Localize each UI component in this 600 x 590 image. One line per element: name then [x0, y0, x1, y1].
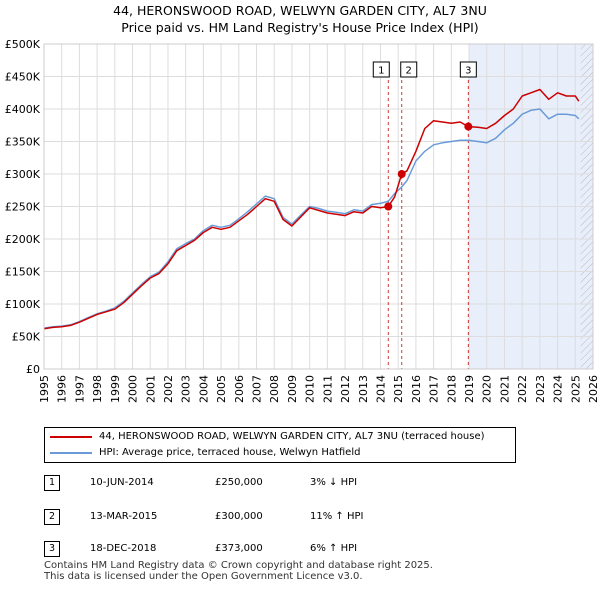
y-tick-label: £150K — [5, 266, 41, 279]
x-tick-label: 2017 — [428, 375, 441, 403]
x-tick-label: 1997 — [73, 375, 86, 403]
x-tick-label: 2002 — [162, 375, 175, 403]
x-tick-label: 2021 — [498, 375, 511, 403]
y-tick-label: £400K — [5, 103, 41, 116]
transaction-number: 2 — [44, 509, 60, 525]
price-chart: 1 2 3 £0 £50K £100K £150K £200K £250K £300K £350K… — [5, 38, 600, 403]
legend-blue-swatch — [50, 452, 92, 454]
transaction-date: 13-MAR-2015 — [90, 511, 158, 522]
transaction-number: 3 — [44, 541, 60, 557]
footer-line2: This data is licensed under the Open Gov… — [44, 571, 363, 582]
x-tick-label: 2001 — [144, 375, 157, 403]
hpi-line — [43, 108, 580, 329]
chart-title-line2: Price paid vs. HM Land Registry's House … — [121, 20, 479, 35]
x-tick-label: 2025 — [569, 375, 582, 403]
transaction-price: £300,000 — [215, 511, 263, 522]
chart-title: 44, HERONSWOOD ROAD, WELWYN GARDEN CITY,… — [0, 2, 600, 36]
legend-red-swatch — [50, 436, 92, 438]
sale-label: 1 — [378, 66, 384, 77]
sale-point — [397, 170, 406, 178]
table-row: 3 18-DEC-2018 £373,000 6% ↑ HPI — [0, 539, 600, 559]
y-tick-label: £500K — [5, 38, 41, 51]
x-tick-label: 2006 — [233, 375, 246, 403]
sale-label-box — [372, 61, 390, 78]
footer-attribution: Contains HM Land Registry data © Crown c… — [44, 560, 433, 582]
x-tick-label: 2007 — [251, 375, 264, 403]
sale-label: 2 — [406, 66, 412, 77]
x-tick-label: 2015 — [392, 375, 405, 403]
x-tick-label: 2003 — [180, 375, 193, 403]
x-tick-label: 2008 — [268, 375, 281, 403]
x-tick-label: 2009 — [286, 375, 299, 403]
x-tick-label: 2018 — [445, 375, 458, 403]
sale-point — [464, 122, 473, 131]
property-price-line — [43, 88, 580, 330]
legend: 44, HERONSWOOD ROAD, WELWYN GARDEN CITY,… — [44, 427, 516, 463]
x-tick-label: 1995 — [38, 375, 51, 403]
x-tick-label: 2024 — [552, 375, 565, 403]
legend-red-label: 44, HERONSWOOD ROAD, WELWYN GARDEN CITY,… — [99, 431, 485, 442]
y-tick-label: £200K — [5, 233, 41, 246]
table-row: 1 10-JUN-2014 £250,000 3% ↓ HPI — [0, 473, 600, 493]
x-tick-label: 2020 — [481, 375, 494, 403]
transaction-number: 1 — [44, 475, 60, 491]
x-tick-label: 2023 — [534, 375, 547, 403]
transaction-hpi: 11% ↑ HPI — [310, 511, 364, 522]
y-tick-label: £450K — [5, 71, 41, 84]
y-tick-label: £350K — [5, 136, 41, 149]
x-tick-label: 1999 — [109, 375, 122, 403]
transaction-price: £250,000 — [215, 477, 263, 488]
x-tick-label: 2022 — [516, 375, 529, 403]
chart-title-line1: 44, HERONSWOOD ROAD, WELWYN GARDEN CITY,… — [113, 3, 487, 18]
table-row: 2 13-MAR-2015 £300,000 11% ↑ HPI — [0, 507, 600, 527]
x-tick-label: 2026 — [587, 375, 600, 403]
x-tick-label: 2019 — [463, 375, 476, 403]
x-tick-label: 2005 — [215, 375, 228, 403]
y-tick-label: £50K — [12, 331, 41, 344]
y-tick-label: £300K — [5, 168, 41, 181]
y-tick-label: £0 — [26, 363, 40, 376]
y-tick-label: £250K — [5, 201, 41, 214]
transaction-date: 18-DEC-2018 — [90, 543, 157, 554]
transaction-date: 10-JUN-2014 — [90, 477, 154, 488]
sale-label: 3 — [465, 66, 471, 77]
sale-label-box — [459, 61, 477, 78]
sale-label-box — [400, 61, 418, 78]
sale-point — [384, 202, 393, 211]
x-tick-label: 2013 — [357, 375, 370, 403]
x-tick-label: 2012 — [339, 375, 352, 403]
x-tick-label: 2014 — [374, 375, 387, 403]
transaction-price: £373,000 — [215, 543, 263, 554]
x-tick-label: 1996 — [56, 375, 69, 403]
x-tick-label: 2000 — [127, 375, 140, 403]
transaction-hpi: 3% ↓ HPI — [310, 477, 358, 488]
x-tick-label: 2010 — [304, 375, 317, 403]
x-tick-label: 2004 — [197, 375, 210, 403]
footer-line1: Contains HM Land Registry data © Crown c… — [44, 560, 433, 571]
y-tick-label: £100K — [5, 298, 41, 311]
plot-frame — [43, 43, 594, 370]
transaction-hpi: 6% ↑ HPI — [310, 543, 358, 554]
x-tick-label: 1998 — [91, 375, 104, 403]
x-tick-label: 2011 — [321, 375, 334, 403]
legend-blue-label: HPI: Average price, terraced house, Welw… — [99, 447, 361, 458]
x-tick-label: 2016 — [410, 375, 423, 403]
